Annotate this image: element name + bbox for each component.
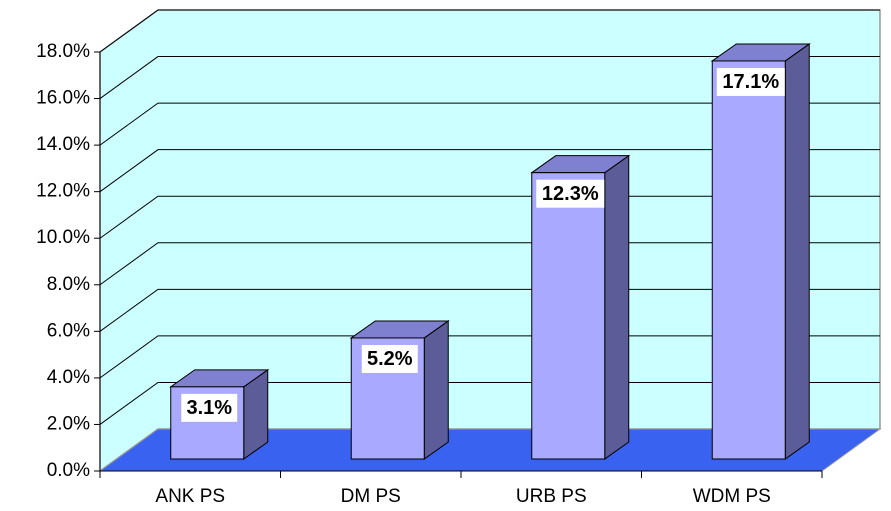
value-label: 12.3%: [542, 183, 599, 205]
y-tick-label: 14.0%: [36, 134, 90, 155]
bar-side: [784, 42, 810, 460]
value-label-box: [361, 344, 418, 373]
bar-side: [423, 319, 449, 460]
grid-line: [99, 335, 880, 379]
grid-line: [99, 242, 880, 286]
value-label-box: [181, 393, 238, 422]
x-tick-label: ANK PS: [155, 486, 225, 507]
x-tick-label: DM PS: [341, 486, 401, 507]
value-label-box: [716, 67, 785, 96]
grid-line: [99, 195, 880, 239]
bar: [711, 60, 786, 460]
y-tick-label: 2.0%: [47, 413, 90, 434]
y-tick-label: 10.0%: [36, 227, 90, 248]
value-label: 5.2%: [367, 348, 413, 370]
grid-line: [99, 102, 880, 146]
grid-line: [99, 149, 880, 193]
grid-line: [99, 381, 880, 425]
x-tick-label: WDM PS: [693, 486, 771, 507]
y-tick-label: 0.0%: [47, 460, 90, 481]
grid-line: [99, 288, 880, 332]
bar: [531, 172, 606, 460]
y-tick-label: 16.0%: [36, 88, 90, 109]
y-tick-label: 6.0%: [47, 320, 90, 341]
y-tick-label: 4.0%: [47, 367, 90, 388]
y-tick-label: 12.0%: [36, 181, 90, 202]
value-label: 17.1%: [722, 71, 779, 93]
grid-line: [99, 56, 880, 99]
x-tick-label: URB PS: [516, 486, 587, 507]
grid-line: [99, 9, 880, 53]
y-tick-label: 8.0%: [47, 274, 90, 295]
bar-side: [604, 154, 630, 460]
value-label-box: [536, 179, 605, 208]
value-label: 3.1%: [186, 397, 232, 419]
y-tick-label: 18.0%: [36, 41, 90, 62]
